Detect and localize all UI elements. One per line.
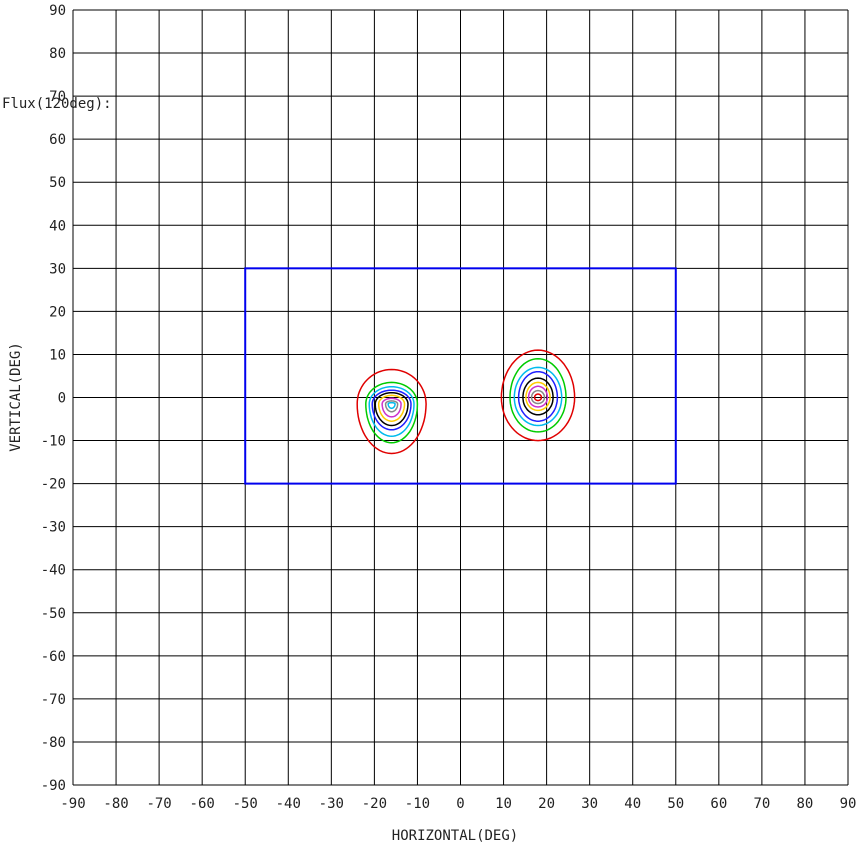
contour-ring [509,357,567,433]
flux-annotation: Flux(120deg): [2,96,112,112]
y-tick-labels: -90 -80 -70 -60 -50 -40 -30 -20 -10 0 10 20 30 40 50 60… [41,3,66,794]
contour-ring [530,389,546,405]
x-tick-label: -90 [60,796,85,812]
y-tick-label: 70 [49,89,66,105]
x-axis-label: HORIZONTAL(DEG) [392,828,518,844]
contour-ring [533,393,543,402]
x-tick-label: 50 [667,796,684,812]
contour-ring [368,385,415,438]
y-tick-label: 10 [49,347,66,363]
contours [356,349,576,455]
x-tick-labels: -90 -80 -70 -60 -50 -40 -30 -20 -10 0 10 20 30 40 50 60… [60,796,856,812]
y-tick-label: -20 [41,477,66,493]
contour-ring [365,381,419,444]
y-tick-label: 50 [49,175,66,191]
contour-ring [500,349,576,442]
x-tick-label: 20 [538,796,555,812]
grid [72,9,849,786]
contour-ring [387,401,396,410]
y-tick-label: 60 [49,132,66,148]
x-tick-label: 10 [495,796,512,812]
x-tick-label: 30 [581,796,598,812]
y-tick-label: 80 [49,46,66,62]
x-tick-label: -50 [233,796,258,812]
contour-ring [384,400,399,413]
x-tick-label: -40 [276,796,301,812]
y-tick-label: -90 [41,778,66,794]
x-tick-label: -80 [103,796,128,812]
y-tick-label: -10 [41,434,66,450]
y-tick-label: 0 [58,391,66,407]
x-tick-label: -20 [362,796,387,812]
y-tick-label: 90 [49,3,66,19]
y-tick-label: -80 [41,735,66,751]
x-tick-label: -60 [190,796,215,812]
contour-ring [381,397,402,418]
x-tick-label: 70 [753,796,770,812]
x-tick-label: 60 [710,796,727,812]
y-tick-label: -40 [41,563,66,579]
y-axis-label: VERTICAL(DEG) [8,342,24,452]
contour-ring [527,385,549,408]
contour-ring [522,377,554,416]
y-tick-label: -60 [41,649,66,665]
x-tick-label: 40 [624,796,641,812]
contour-ring [513,366,563,427]
contour-ring [517,370,559,422]
y-tick-label: -50 [41,606,66,622]
contour-ring [356,368,427,455]
y-tick-label: 20 [49,304,66,320]
x-tick-label: -70 [146,796,171,812]
contour-ring [377,394,406,422]
y-tick-label: 40 [49,218,66,234]
contour-ring [525,381,551,412]
x-tick-label: -30 [319,796,344,812]
contour-ring [374,392,409,427]
y-tick-label: -30 [41,520,66,536]
contour-ring [371,389,412,431]
y-tick-label: 30 [49,261,66,277]
x-tick-label: 80 [797,796,814,812]
x-tick-label: 0 [456,796,464,812]
region-rect [244,267,677,485]
x-tick-label: -10 [405,796,430,812]
y-tick-label: -70 [41,692,66,708]
x-tick-label: 90 [840,796,857,812]
region-box [244,267,677,485]
